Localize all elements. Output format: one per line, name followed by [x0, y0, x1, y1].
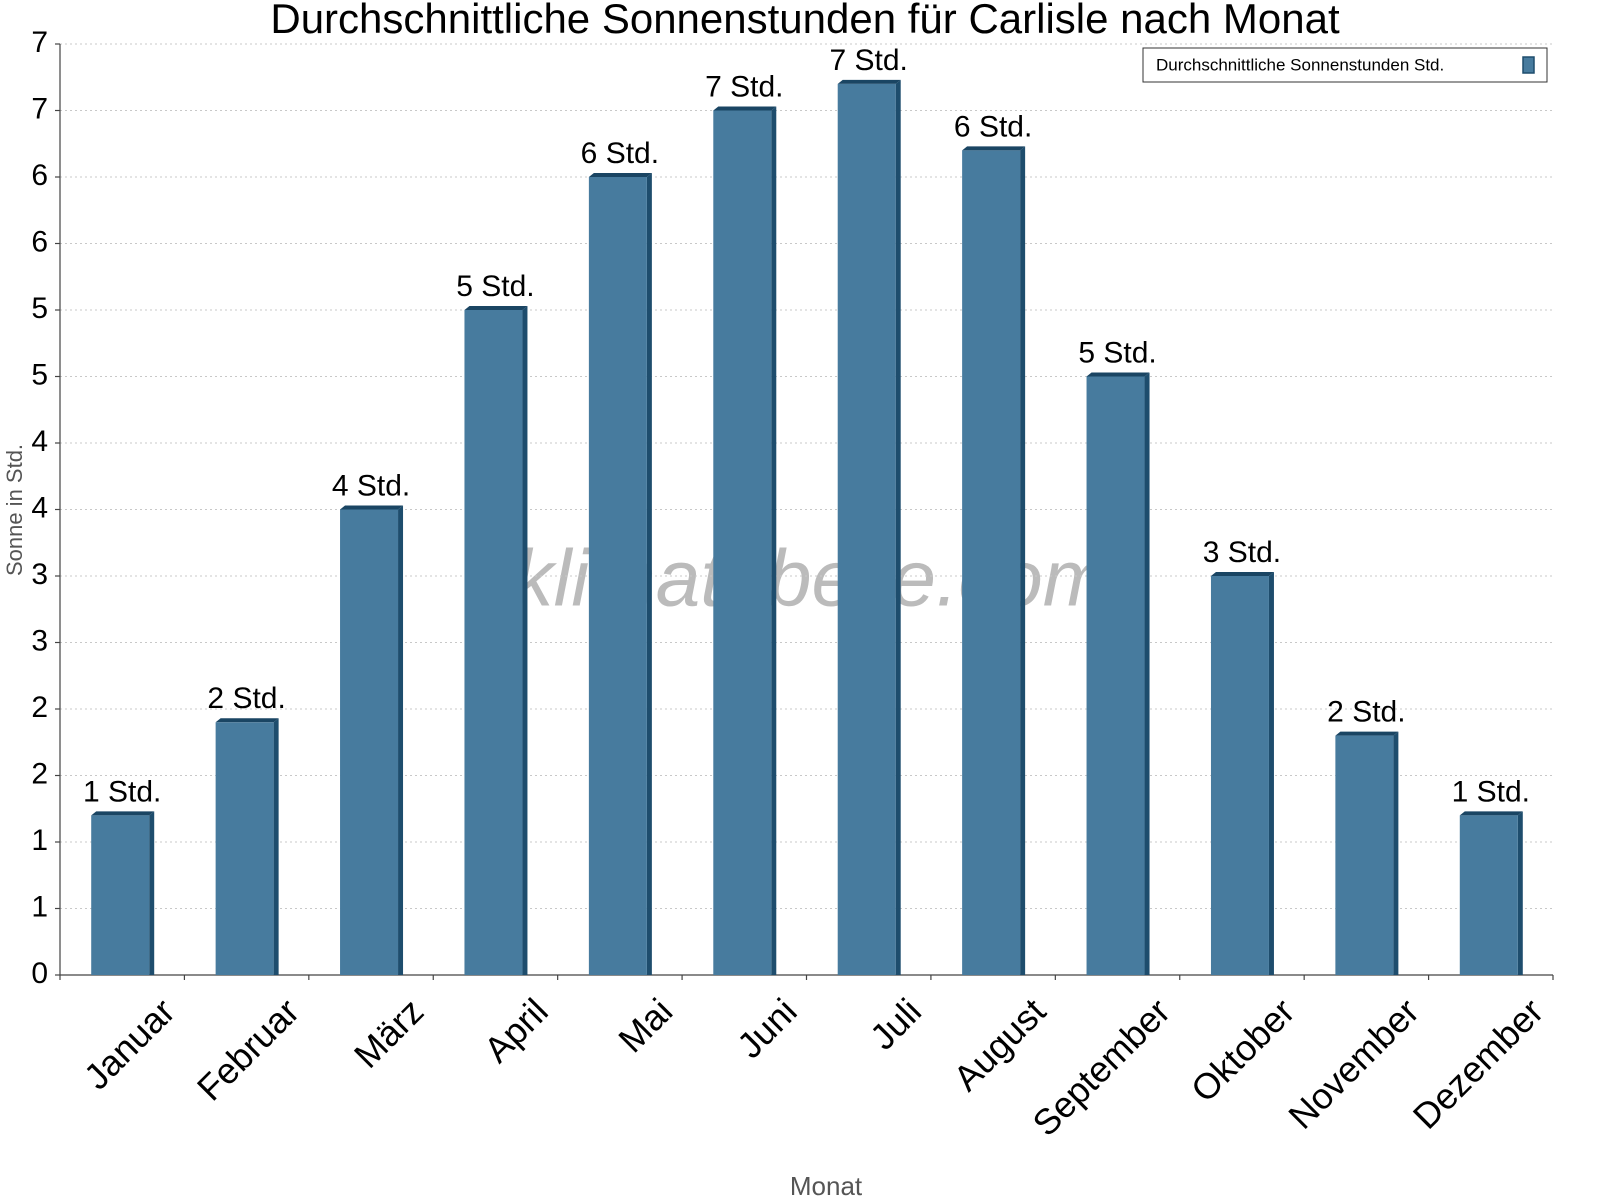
y-tick-label: 1: [31, 824, 48, 857]
bar-side: [1517, 811, 1523, 975]
value-label: 7 Std.: [830, 44, 908, 77]
bar-top: [1335, 731, 1399, 736]
bar-top: [215, 718, 279, 723]
bar-side: [895, 79, 901, 975]
bar: [1086, 376, 1145, 975]
bar-side: [1020, 146, 1026, 975]
x-axis-title: Monat: [790, 1171, 863, 1200]
bar: [837, 83, 896, 975]
bar-side: [1393, 731, 1399, 975]
value-label: 2 Std.: [1327, 696, 1405, 729]
bar-side: [522, 306, 528, 975]
legend-box: [1142, 47, 1548, 83]
bar-top: [962, 146, 1026, 151]
bar-top: [340, 505, 404, 510]
x-tick-label: Juli: [862, 990, 929, 1057]
bar-top: [1210, 572, 1274, 576]
bar: [962, 150, 1021, 975]
x-tick-label: Oktober: [1183, 990, 1303, 1110]
bar-side: [398, 505, 404, 975]
bar-side: [1268, 572, 1274, 975]
x-tick-label: November: [1280, 990, 1426, 1136]
y-tick-label: 1: [31, 890, 48, 923]
bar-side: [771, 106, 777, 975]
bar-top: [713, 106, 777, 111]
bar: [91, 815, 150, 975]
x-tick-label: Januar: [76, 990, 183, 1097]
bar-top: [1459, 811, 1523, 816]
bar-side: [149, 811, 155, 975]
bar-side: [646, 173, 652, 975]
bar-top: [837, 79, 901, 84]
y-tick-label: 0: [31, 957, 48, 990]
x-tick-label: Februar: [189, 990, 307, 1108]
y-tick-label: 5: [31, 358, 48, 391]
y-tick-label: 6: [31, 225, 48, 258]
legend-swatch: [1522, 56, 1535, 74]
x-tick-label: August: [945, 990, 1053, 1098]
value-label: 4 Std.: [332, 469, 410, 502]
value-label: 3 Std.: [1203, 536, 1281, 569]
bar: [588, 177, 647, 975]
y-tick-label: 2: [31, 691, 48, 724]
bar-top: [1086, 372, 1150, 377]
x-tick-label: Dezember: [1405, 990, 1551, 1136]
x-tick-label: Juni: [729, 990, 805, 1066]
x-tick-label: April: [476, 990, 556, 1070]
bar-side: [273, 718, 279, 975]
bar-side: [1144, 372, 1150, 975]
y-tick-label: 7: [31, 26, 48, 59]
bar-top: [588, 173, 652, 177]
bar: [1210, 576, 1269, 975]
y-tick-label: 6: [31, 159, 48, 192]
value-label: 6 Std.: [954, 110, 1032, 143]
bar: [1459, 815, 1518, 975]
bar: [713, 110, 772, 975]
bar: [215, 722, 274, 975]
value-label: 2 Std.: [207, 682, 285, 715]
bar: [464, 310, 523, 975]
bar: [340, 509, 399, 975]
value-label: 6 Std.: [581, 137, 659, 170]
x-tick-label: Mai: [610, 990, 680, 1060]
y-tick-label: 4: [31, 491, 48, 524]
y-tick-label: 2: [31, 757, 48, 790]
chart-title: Durchschnittliche Sonnenstunden für Carl…: [270, 0, 1340, 42]
legend-label: Durchschnittliche Sonnenstunden Std.: [1156, 55, 1444, 74]
y-tick-label: 4: [31, 425, 48, 458]
y-tick-label: 7: [31, 92, 48, 125]
value-label: 1 Std.: [83, 775, 161, 808]
bar: [1335, 735, 1394, 975]
x-tick-label: März: [346, 990, 432, 1076]
y-tick-label: 3: [31, 558, 48, 591]
bar-top: [91, 811, 155, 816]
y-tick-label: 5: [31, 292, 48, 325]
y-tick-label: 3: [31, 624, 48, 657]
y-axis-title: Sonne in Std.: [2, 444, 27, 576]
value-label: 5 Std.: [1078, 336, 1156, 369]
value-label: 7 Std.: [705, 70, 783, 103]
value-label: 1 Std.: [1452, 775, 1530, 808]
value-label: 5 Std.: [456, 270, 534, 303]
bar-top: [464, 306, 528, 310]
